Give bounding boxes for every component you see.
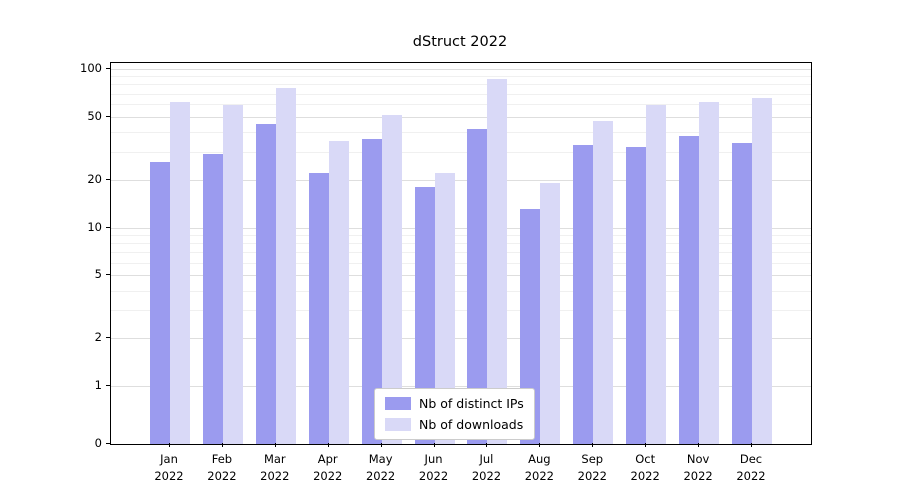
gridline-minor [111,104,811,106]
x-tick-mark [486,443,488,447]
gridline-minor [111,132,811,134]
bar-downloads [434,173,455,444]
bar-distinct-ips [150,161,170,444]
x-tick-label: Apr 2022 [313,452,343,484]
gridline-minor [111,84,811,86]
x-tick-mark [645,443,647,447]
gridline-minor [111,262,811,264]
x-tick-mark [539,443,541,447]
gridline-minor [111,76,811,78]
gridline-minor [111,310,811,312]
x-tick-label: May 2022 [365,452,396,484]
x-tick-label: Feb 2022 [207,452,237,484]
x-tick-label: Nov 2022 [683,452,713,484]
y-tick-label: 0 [94,436,102,450]
x-tick-mark [274,443,276,447]
x-tick-label: Jan 2022 [154,452,184,484]
gridline-minor [111,290,811,292]
x-tick-label: Sep 2022 [577,452,607,484]
y-tick-mark [106,178,110,180]
y-tick-mark [106,115,110,117]
gridline-major [111,69,811,70]
legend-item-downloads: Nb of downloads [385,417,524,432]
x-tick-mark [698,443,700,447]
y-tick-label: 2 [94,330,102,345]
y-tick-mark [106,337,110,339]
y-tick-label: 5 [94,267,102,282]
bar-distinct-ips [573,145,594,444]
x-tick-label: Jun 2022 [418,452,449,484]
bar-downloads [381,115,402,444]
x-tick-mark [327,443,329,447]
gridline-minor [111,93,811,95]
y-tick-label: 20 [87,171,102,186]
bar-downloads [699,101,720,444]
bar-downloads [487,79,508,444]
bar-distinct-ips [732,143,752,444]
x-tick-label: Jul 2022 [471,452,502,484]
plot-area [110,62,812,445]
bar-downloads [170,101,190,444]
bar-downloads [275,87,296,444]
legend-swatch-downloads [385,418,411,431]
bar-downloads [752,97,772,444]
x-tick-mark [221,443,223,447]
gridline-minor [111,234,811,236]
gridline-major [111,227,811,229]
x-tick-mark [592,443,594,447]
y-tick-label: 10 [87,219,102,234]
bar-distinct-ips [467,128,488,444]
gridline-major [111,116,811,118]
legend-label-distinct-ips: Nb of distinct IPs [419,396,524,411]
x-tick-mark [751,443,752,447]
x-tick-label: Aug 2022 [524,452,554,484]
y-tick-mark [106,443,110,444]
gridline-minor [111,151,811,153]
bar-downloads [646,105,667,444]
y-tick-label: 100 [80,61,102,75]
y-tick-mark [106,274,110,276]
y-tick-label: 50 [87,108,102,123]
gridline-major [111,275,811,277]
bar-distinct-ips [202,154,223,444]
bar-downloads [540,183,561,444]
bar-downloads [593,120,614,444]
y-tick-mark [106,68,110,69]
chart-title: dStruct 2022 [412,34,508,50]
y-tick-mark [106,385,110,386]
y-tick-mark [106,226,110,228]
x-tick-mark [380,443,382,447]
legend-swatch-distinct-ips [385,397,411,410]
bar-distinct-ips [361,139,382,444]
bar-distinct-ips [308,173,329,444]
legend-label-downloads: Nb of downloads [419,417,524,432]
gridline-major [111,338,811,340]
bar-distinct-ips [626,147,647,444]
x-tick-mark [169,443,170,447]
gridline-minor [111,242,811,244]
legend: Nb of distinct IPs Nb of downloads [374,388,535,440]
y-tick-label: 1 [94,378,102,392]
x-tick-label: Mar 2022 [260,452,290,484]
x-tick-label: Oct 2022 [630,452,660,484]
gridline-minor [111,252,811,254]
bar-distinct-ips [414,187,435,444]
bar-downloads [328,141,349,444]
x-tick-label: Dec 2022 [736,452,766,484]
x-tick-mark [433,443,435,447]
bar-distinct-ips [255,123,276,444]
bar-downloads [222,105,243,444]
gridline-major [111,179,811,181]
bar-distinct-ips [679,135,700,444]
bar-distinct-ips [520,209,541,444]
gridline-major [111,386,811,387]
legend-item-distinct-ips: Nb of distinct IPs [385,396,524,411]
